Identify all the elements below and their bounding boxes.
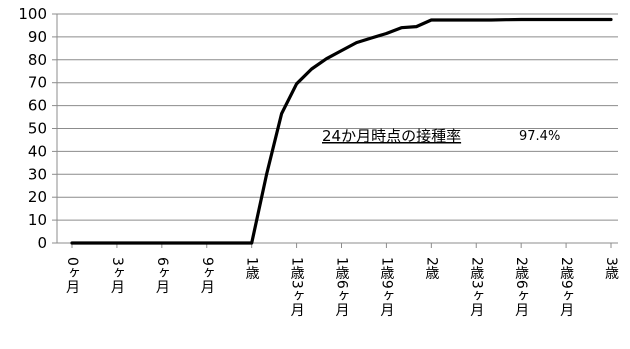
x-tick-label: 1歳 [244, 257, 260, 280]
gridlines [57, 13, 618, 221]
annotation-value: 97.4% [519, 129, 560, 144]
y-tick-label: 30 [28, 165, 47, 183]
x-tick-label: 2歳6ヶ月 [513, 257, 529, 318]
y-tick-label: 10 [28, 211, 47, 229]
x-tick-label: 6ヶ月 [154, 257, 170, 295]
x-tick-label: 2歳9ヶ月 [558, 257, 574, 318]
x-axis-ticks: 0ヶ月 3ヶ月 6ヶ月 9ヶ月 1歳 1歳3ヶ月 1歳6ヶ月 1歳9ヶ月 2歳 2歳3ヶ月 2歳6ヶ… [64, 243, 619, 318]
annotation: 24か月時点の接種率 97.4% [322, 127, 560, 145]
x-tick-label: 1歳3ヶ月 [289, 257, 305, 318]
x-tick-label: 2歳3ヶ月 [468, 257, 484, 318]
y-tick-label: 90 [28, 28, 47, 46]
x-tick-label: 1歳9ヶ月 [378, 257, 394, 318]
x-tick-label: 9ヶ月 [199, 257, 215, 295]
x-tick-label: 2歳 [423, 257, 439, 280]
x-tick-label: 1歳6ヶ月 [334, 257, 350, 318]
y-tick-label: 70 [28, 74, 47, 92]
annotation-label: 24か月時点の接種率 [322, 127, 461, 145]
x-tick-label: 0ヶ月 [64, 257, 80, 295]
y-tick-label: 100 [18, 5, 47, 23]
y-tick-label: 60 [28, 97, 47, 115]
y-tick-label: 40 [28, 142, 47, 160]
y-tick-label: 20 [28, 188, 47, 206]
y-tick-label: 0 [37, 234, 47, 252]
series-line [70, 17, 613, 245]
series-group [70, 17, 613, 245]
y-tick-label: 80 [28, 51, 47, 69]
y-axis-ticks: 0 10 20 30 40 50 60 70 80 90 100 [18, 5, 57, 252]
x-tick-label: 3ヶ月 [109, 257, 125, 295]
y-tick-label: 50 [28, 120, 47, 138]
x-tick-label: 3歳 [603, 257, 619, 280]
